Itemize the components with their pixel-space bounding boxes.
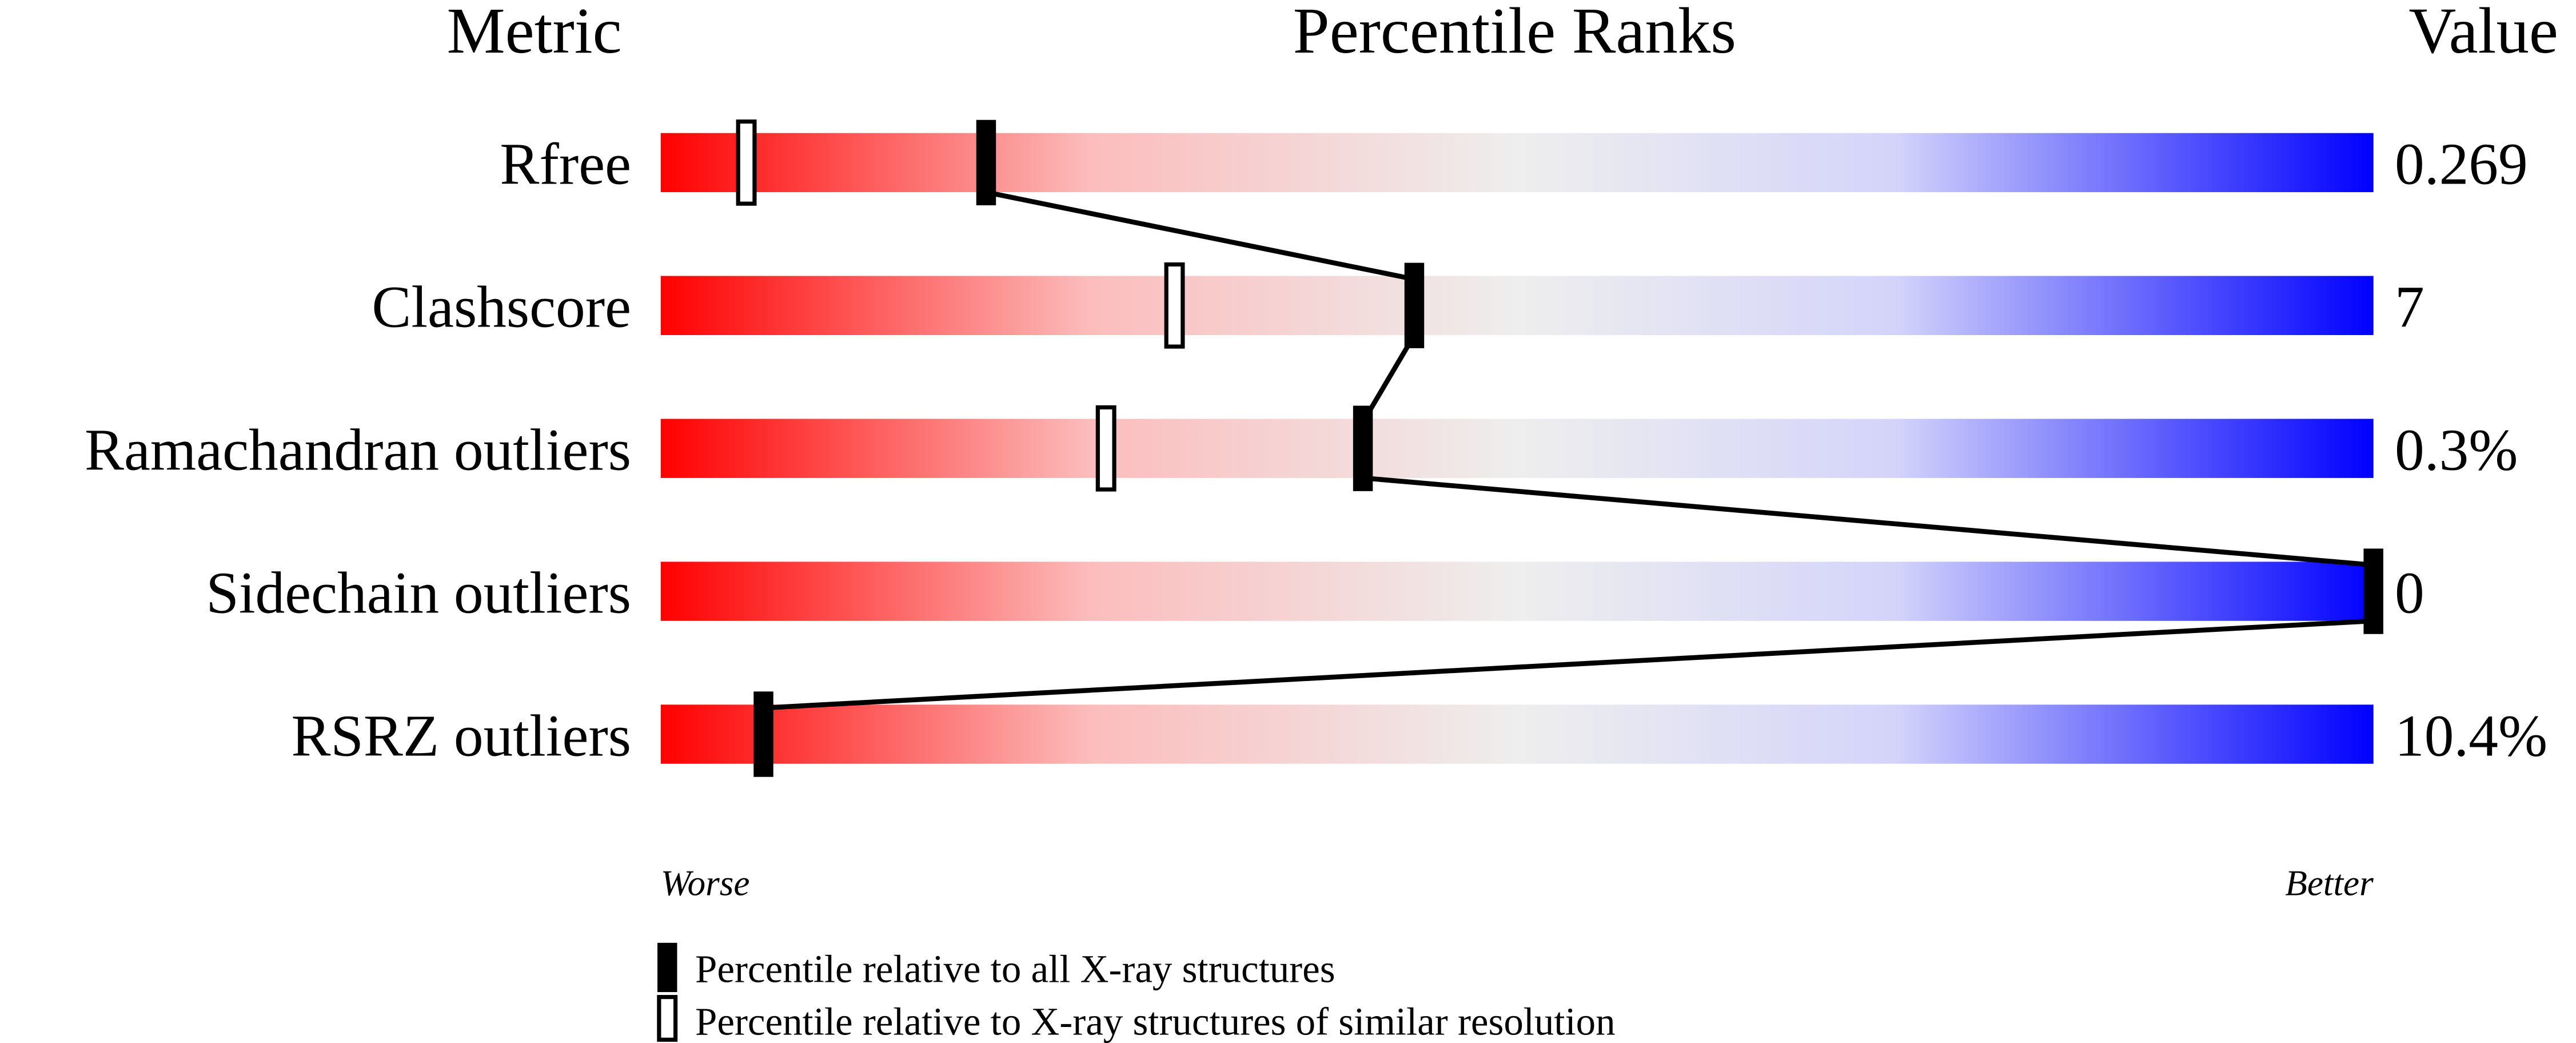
marker-similar-resolution bbox=[1095, 405, 1116, 492]
percentile-connector-line bbox=[763, 189, 2374, 711]
header-metric: Metric bbox=[446, 0, 621, 67]
percentile-bar bbox=[660, 704, 2374, 764]
metric-value: 0.3% bbox=[2395, 418, 2518, 483]
axis-label-worse: Worse bbox=[661, 863, 750, 903]
header-percentile-ranks: Percentile Ranks bbox=[1293, 0, 1736, 67]
percentile-bar bbox=[660, 133, 2374, 193]
header-value: Value bbox=[2408, 0, 2558, 67]
axis-label-better: Better bbox=[2285, 863, 2374, 903]
metric-label: Ramachandran outliers bbox=[85, 418, 631, 483]
legend-filled-marker bbox=[657, 942, 677, 992]
marker-similar-resolution bbox=[736, 119, 757, 206]
legend-all: Percentile relative to all X-ray structu… bbox=[695, 948, 1335, 991]
legend-similar: Percentile relative to X-ray structures … bbox=[695, 1000, 1616, 1043]
legend-open-marker bbox=[657, 994, 678, 1042]
metric-value: 0 bbox=[2395, 560, 2425, 626]
metric-value: 7 bbox=[2395, 275, 2425, 340]
metric-label: RSRZ outliers bbox=[291, 703, 631, 769]
percentile-bar bbox=[660, 276, 2374, 335]
percentile-bar bbox=[660, 562, 2374, 621]
percentile-bar bbox=[660, 419, 2374, 478]
marker-similar-resolution bbox=[1164, 262, 1185, 349]
marker-all-structures bbox=[753, 691, 773, 777]
metric-label: Clashscore bbox=[372, 275, 631, 340]
metric-label: Sidechain outliers bbox=[206, 560, 631, 626]
metric-value: 10.4% bbox=[2395, 703, 2547, 769]
metric-label: Rfree bbox=[500, 132, 631, 197]
metric-value: 0.269 bbox=[2395, 132, 2528, 197]
